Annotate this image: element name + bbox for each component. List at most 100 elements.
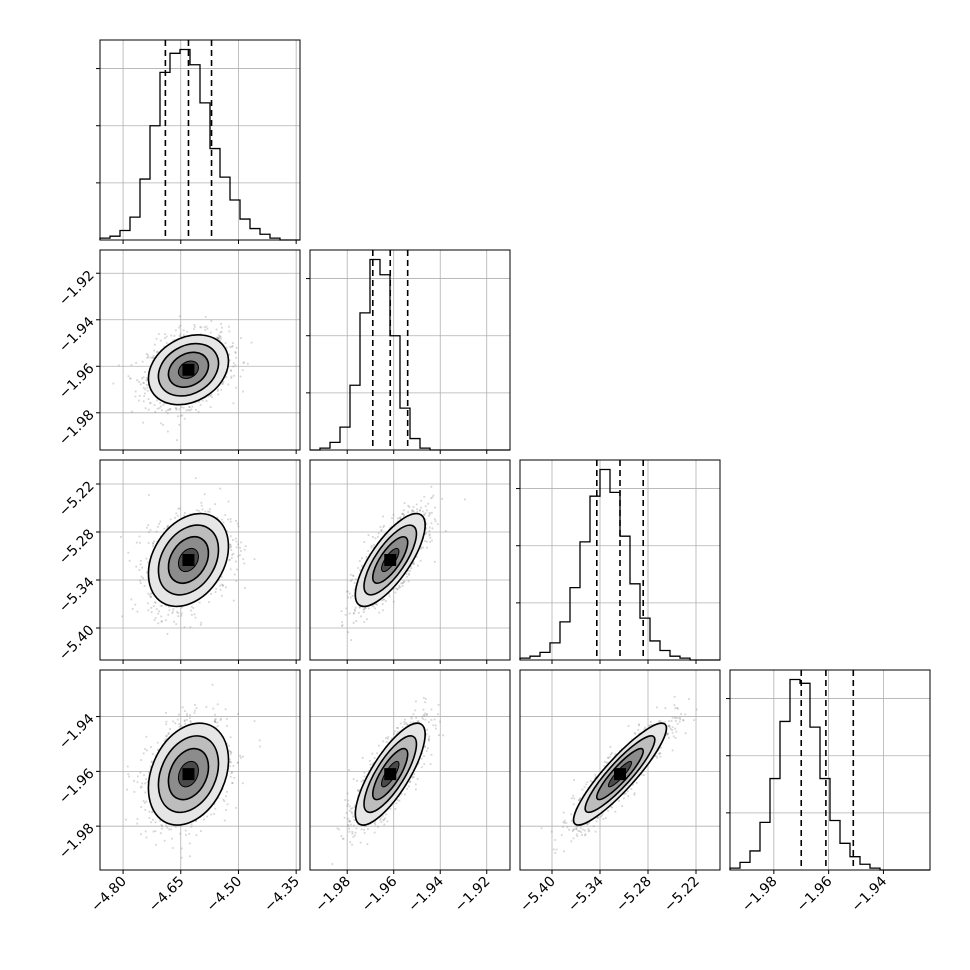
histogram-panel-3 <box>726 669 931 871</box>
scatter-point <box>204 329 207 331</box>
scatter-point <box>171 612 174 614</box>
scatter-point <box>401 582 404 585</box>
scatter-point <box>180 724 183 727</box>
scatter-point <box>434 506 436 509</box>
scatter-point <box>228 325 230 328</box>
scatter-point <box>184 722 187 725</box>
scatter-point <box>228 330 231 333</box>
scatter-point <box>403 581 405 584</box>
scatter-point <box>190 408 193 411</box>
scatter-point <box>146 749 148 752</box>
scatter-point <box>354 609 356 612</box>
scatter-point <box>148 594 151 597</box>
scatter-point <box>157 612 160 615</box>
scatter-point <box>377 535 379 538</box>
scatter-point <box>345 607 348 610</box>
panel-frame <box>729 669 931 871</box>
scatter-point <box>149 595 152 598</box>
scatter-point <box>352 612 355 615</box>
scatter-point <box>175 408 178 411</box>
scatter-point <box>179 324 182 327</box>
scatter-point <box>136 379 138 382</box>
scatter-point <box>178 315 181 318</box>
scatter-point <box>173 334 176 337</box>
scatter-point <box>188 409 191 412</box>
scatter-point <box>348 592 351 595</box>
scatter-point <box>152 545 154 548</box>
scatter-point <box>197 410 200 413</box>
scatter-point <box>219 339 221 342</box>
scatter-point <box>354 606 357 609</box>
scatter-point <box>410 512 413 515</box>
scatter-point <box>220 323 222 325</box>
scatter-point <box>147 354 150 357</box>
density-peak <box>182 554 195 566</box>
scatter-point <box>156 407 159 410</box>
scatter-point <box>226 803 229 806</box>
scatter-point <box>183 626 186 629</box>
scatter-point <box>153 349 156 352</box>
histogram-step-line <box>519 468 720 661</box>
scatter-point <box>189 721 192 724</box>
scatter-point <box>143 801 146 804</box>
scatter-point <box>175 623 178 625</box>
scatter-point <box>401 581 404 584</box>
scatter-point <box>144 407 147 410</box>
scatter-point <box>222 382 224 385</box>
scatter-point <box>217 338 220 341</box>
scatter-point <box>177 612 180 615</box>
scatter-point <box>429 536 432 539</box>
scatter-point <box>172 610 175 613</box>
scatter-point <box>189 406 191 409</box>
scatter-point <box>372 546 375 549</box>
scatter-point <box>383 524 386 527</box>
scatter-point <box>239 554 241 557</box>
scatter-point <box>167 733 170 736</box>
scatter-point <box>382 515 384 518</box>
scatter-point <box>112 382 115 385</box>
scatter-point <box>210 320 213 322</box>
scatter-point <box>388 595 391 598</box>
scatter-point <box>190 823 193 826</box>
scatter-point <box>156 399 159 402</box>
scatter-point <box>170 828 173 831</box>
scatter-point <box>143 585 146 587</box>
panel-frame <box>99 459 301 661</box>
scatter-point <box>374 537 377 540</box>
scatter-point <box>436 523 439 526</box>
scatter-point <box>403 580 406 583</box>
scatter-point <box>411 509 414 512</box>
scatter-point <box>169 407 172 410</box>
scatter-point <box>444 530 447 532</box>
scatter-point <box>464 498 466 501</box>
scatter-point <box>231 346 233 348</box>
scatter-point <box>146 356 149 359</box>
scatter-point <box>146 389 149 392</box>
scatter-point <box>175 407 178 410</box>
scatter-point <box>399 516 402 519</box>
scatter-point <box>177 415 179 418</box>
scatter-point <box>352 575 355 577</box>
scatter-point <box>162 404 165 406</box>
scatter-point <box>233 374 235 377</box>
scatter-point <box>188 405 190 408</box>
scatter-point <box>164 402 166 405</box>
scatter-point <box>201 399 204 402</box>
scatter-point <box>242 390 244 393</box>
scatter-point <box>211 396 213 398</box>
scatter-point <box>235 386 237 389</box>
scatter-point <box>218 335 221 338</box>
scatter-point <box>246 362 249 365</box>
scatter-point <box>176 610 178 613</box>
scatter-point <box>232 539 234 541</box>
scatter-point <box>145 379 148 382</box>
y-tick-label: −1.98 <box>56 407 98 449</box>
scatter-point <box>348 612 351 615</box>
scatter-point <box>194 819 197 822</box>
scatter-point <box>181 414 184 417</box>
scatter-point <box>228 749 231 752</box>
scatter-point <box>425 523 428 526</box>
scatter-point <box>127 551 130 554</box>
scatter-point <box>141 360 144 363</box>
scatter-point <box>220 575 223 578</box>
